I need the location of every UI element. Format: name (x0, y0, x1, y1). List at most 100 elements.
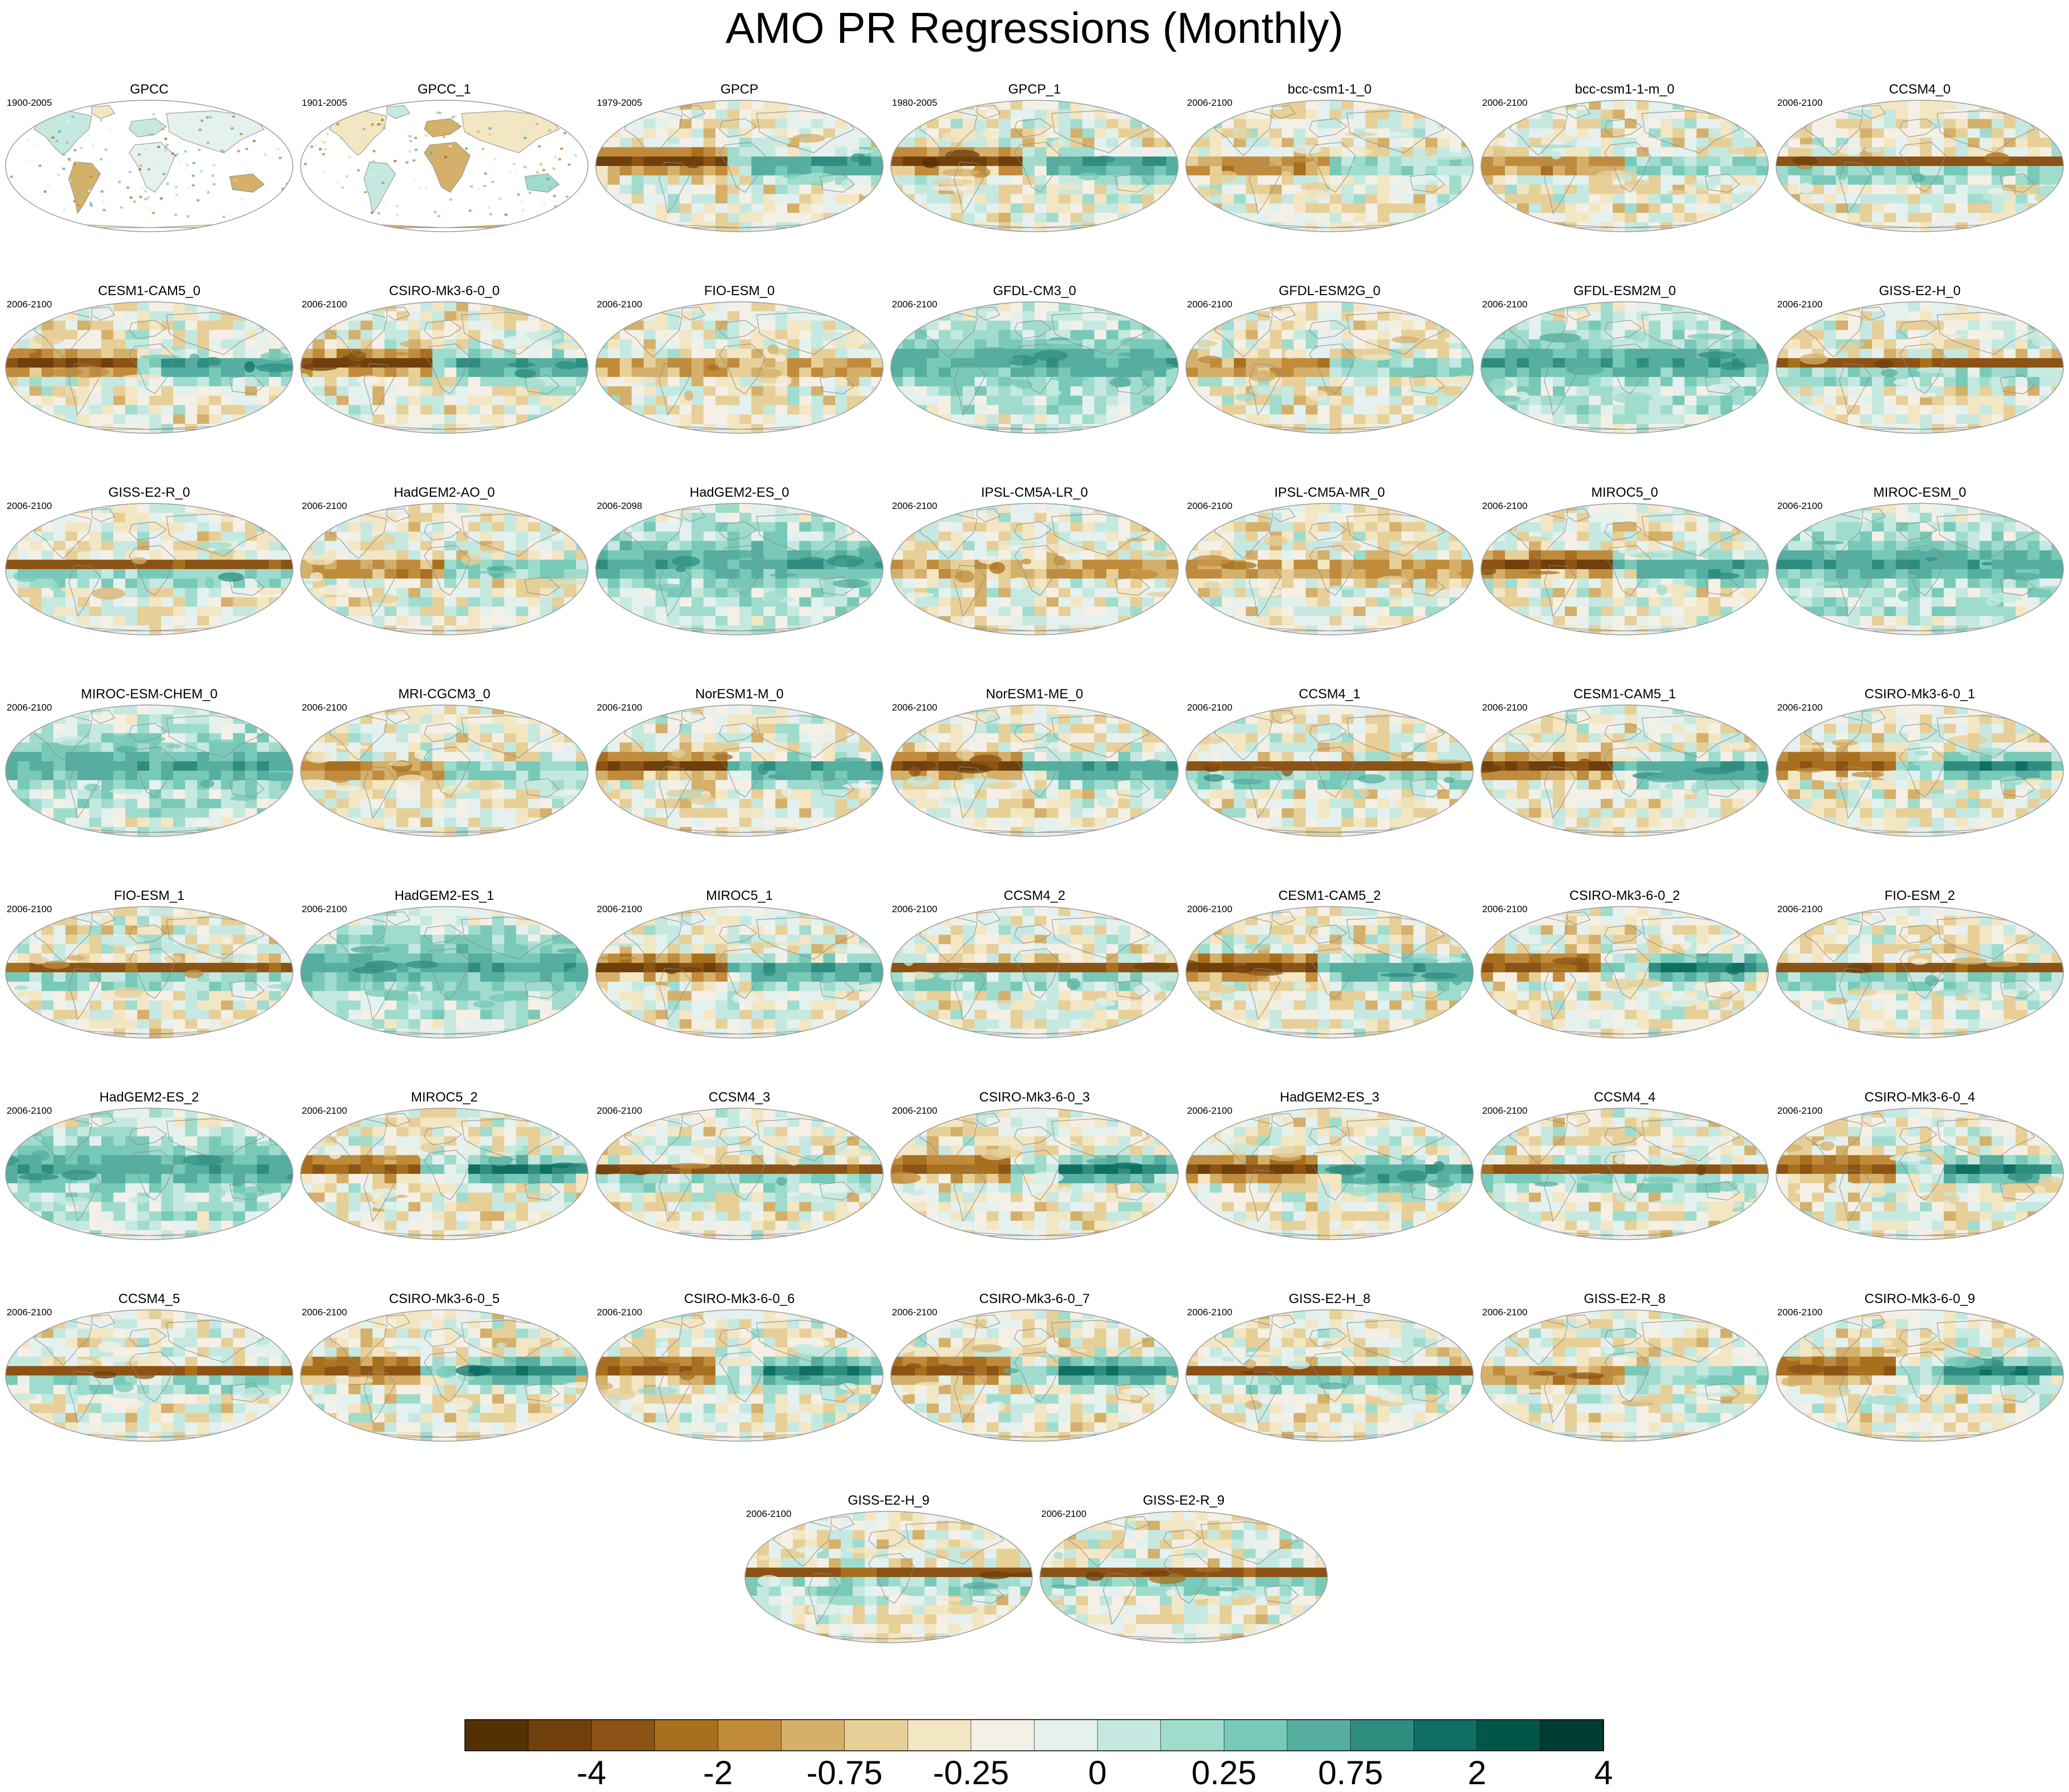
panel-title: IPSL-CM5A-LR_0 (981, 485, 1088, 500)
map-panel-16: HadGEM2-ES_0 2006-2098 (595, 485, 884, 635)
map-panel-9: FIO-ESM_0 2006-2100 (595, 283, 884, 434)
panel-title: HadGEM2-ES_2 (100, 1090, 199, 1105)
map-border (1185, 704, 1474, 837)
map-border (1185, 906, 1474, 1039)
panel-period: 2006-2100 (302, 702, 347, 713)
panel-title: GPCC (130, 82, 168, 97)
panel-period: 1901-2005 (302, 97, 347, 108)
map-border (595, 100, 884, 232)
map-panel-7: CESM1-CAM5_0 2006-2100 (5, 283, 293, 434)
map-panel-28: FIO-ESM_1 2006-2100 (5, 888, 293, 1039)
map-border (744, 1511, 1033, 1643)
precip-field (1186, 1108, 1473, 1240)
panel-title: CCSM4_3 (709, 1090, 771, 1105)
panel-title: HadGEM2-ES_1 (395, 888, 494, 903)
panel-period: 2006-2100 (892, 1307, 937, 1318)
panel-period: 2006-2100 (302, 904, 347, 914)
coastlines (919, 1113, 1150, 1236)
panel-period: 2006-2100 (1187, 1105, 1232, 1116)
panel-period: 2006-2100 (1777, 1105, 1822, 1116)
map-border (1185, 503, 1474, 635)
panel-period: 2006-2100 (892, 299, 937, 310)
panel-title: CSIRO-Mk3-6-0_3 (979, 1090, 1090, 1105)
map-panel-15: HadGEM2-AO_0 2006-2100 (300, 485, 589, 635)
panel-title: GISS-E2-R_9 (1143, 1493, 1225, 1508)
map-panel-24: NorESM1-ME_0 2006-2100 (890, 687, 1179, 837)
precip-field (1776, 503, 2063, 635)
panel-period: 2006-2100 (1482, 904, 1527, 914)
colorbar-swatch (1477, 1719, 1541, 1751)
colorbar: -4 -2 -0.75 -0.25 0 0.25 0.75 2 4 (464, 1719, 1613, 1791)
map-panel-12: GFDL-ESM2M_0 2006-2100 (1480, 283, 1769, 434)
precip-field (6, 302, 293, 433)
panel-title: CCSM4_1 (1299, 687, 1361, 702)
panel-period: 2006-2100 (892, 702, 937, 713)
map-border (1776, 301, 2064, 434)
panel-title: FIO-ESM_2 (1885, 888, 1955, 903)
colorbar-swatch (1224, 1719, 1288, 1751)
colorbar-swatch (781, 1719, 845, 1751)
map-panel-29: HadGEM2-ES_1 2006-2100 (300, 888, 589, 1039)
panel-title: MRI-CGCM3_0 (398, 687, 490, 702)
colorbar-swatch (654, 1719, 719, 1751)
panel-title: CESM1-CAM5_1 (1573, 687, 1676, 702)
map-border (1185, 1108, 1474, 1240)
colorbar-tick-label: 4 (1594, 1754, 1612, 1791)
map-border (1480, 1108, 1769, 1240)
map-border (1480, 301, 1769, 434)
precip-field (6, 907, 293, 1038)
map-border (5, 704, 293, 837)
map-border (890, 301, 1179, 434)
panel-period: 2006-2100 (597, 1105, 642, 1116)
map-panel-2: GPCP 1979-2005 (595, 82, 884, 232)
panel-title: CCSM4_2 (1004, 888, 1066, 903)
panel-period: 2006-2100 (746, 1509, 791, 1519)
map-border (595, 301, 884, 434)
map-border (595, 1108, 884, 1240)
coastlines (1804, 709, 2036, 833)
panel-title: CSIRO-Mk3-6-0_4 (1865, 1090, 1975, 1105)
coastlines (1804, 911, 2036, 1035)
panel-period: 2006-2100 (302, 501, 347, 511)
map-panel-17: IPSL-CM5A-LR_0 2006-2100 (890, 485, 1179, 635)
panel-title: GISS-E2-H_0 (1879, 283, 1961, 298)
map-panel-32: CESM1-CAM5_2 2006-2100 (1185, 888, 1474, 1039)
precip-field (596, 100, 883, 232)
panel-title: MIROC5_0 (1591, 485, 1658, 500)
panel-period: 1979-2005 (597, 97, 642, 108)
map-panel-0: GPCC 1900-2005 (5, 82, 293, 232)
panel-title: GISS-E2-R_8 (1584, 1291, 1666, 1306)
panel-title: CESM1-CAM5_0 (98, 283, 200, 298)
panel-period: 2006-2100 (1777, 702, 1822, 713)
panel-period: 2006-2100 (1777, 299, 1822, 310)
panel-period: 2006-2100 (1041, 1509, 1086, 1519)
precip-field (891, 503, 1178, 635)
panel-title: NorESM1-ME_0 (986, 687, 1083, 702)
map-border (300, 704, 589, 837)
map-panel-38: CSIRO-Mk3-6-0_3 2006-2100 (890, 1090, 1179, 1240)
map-border (1480, 503, 1769, 635)
panel-period: 1980-2005 (892, 97, 937, 108)
map-panel-34: FIO-ESM_2 2006-2100 (1776, 888, 2064, 1039)
colorbar-swatch (970, 1719, 1035, 1751)
panel-period: 2006-2100 (7, 904, 52, 914)
colorbar-swatch (718, 1719, 782, 1751)
map-border (1776, 100, 2064, 232)
precip-field (1186, 907, 1473, 1038)
map-border (1776, 1309, 2064, 1442)
map-border (5, 301, 293, 434)
panel-title: HadGEM2-ES_3 (1280, 1090, 1380, 1105)
precip-field (301, 705, 588, 836)
map-panel-13: GISS-E2-H_0 2006-2100 (1776, 283, 2064, 434)
panel-title: GPCP (720, 82, 758, 97)
map-panel-5: bcc-csm1-1-m_0 2006-2100 (1480, 82, 1769, 232)
precip-field (891, 907, 1178, 1038)
panel-period: 2006-2100 (1777, 904, 1822, 914)
precip-field (1776, 907, 2063, 1038)
colorbar-tick-label: 2 (1468, 1754, 1486, 1791)
map-border (5, 503, 293, 635)
map-border (300, 906, 589, 1039)
colorbar-swatch (1413, 1719, 1478, 1751)
map-panel-10: GFDL-CM3_0 2006-2100 (890, 283, 1179, 434)
panel-title: MIROC-ESM_0 (1874, 485, 1967, 500)
